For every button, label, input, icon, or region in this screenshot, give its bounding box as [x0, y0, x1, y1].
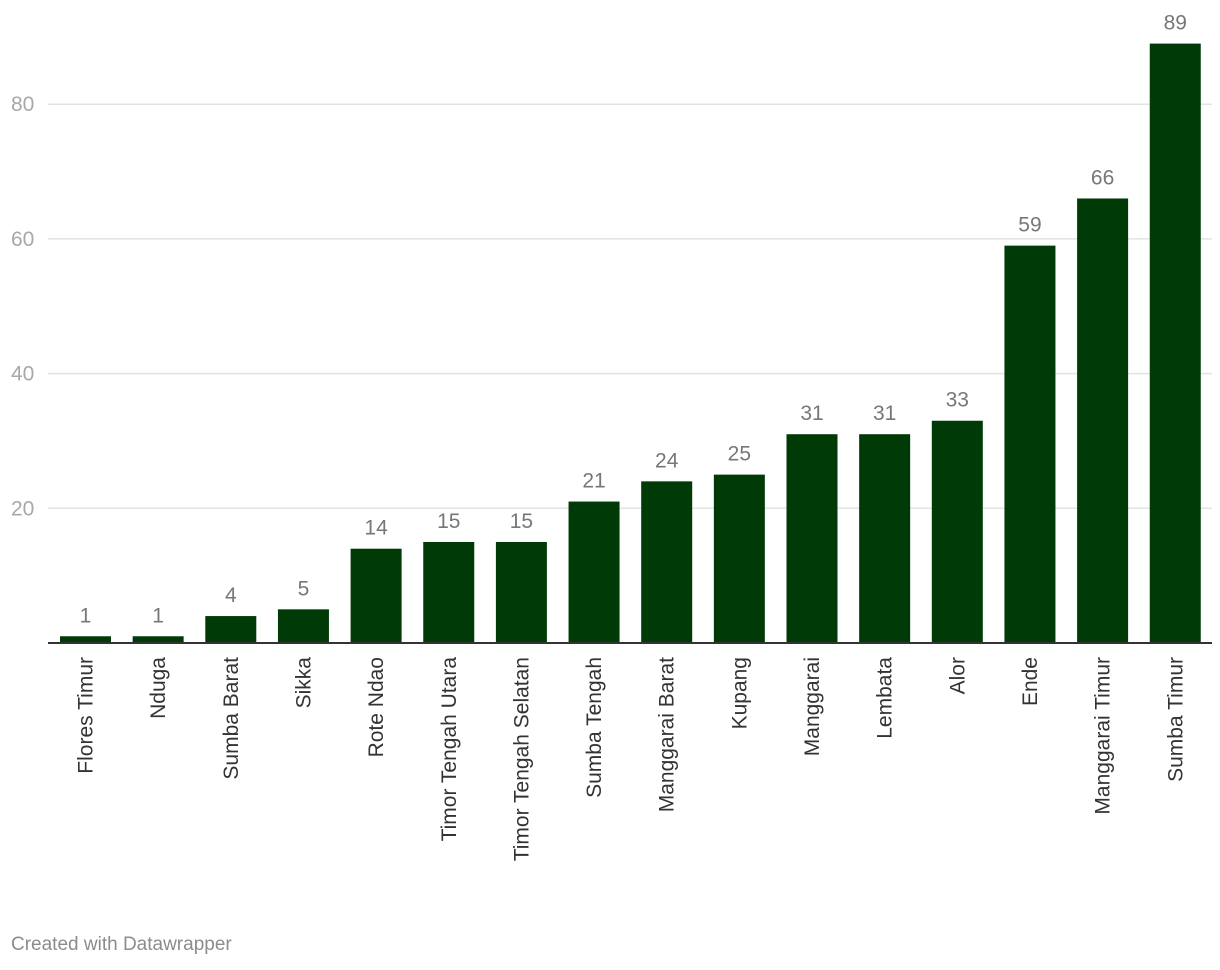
- bar: [1004, 245, 1056, 643]
- category-labels: Flores Timur Nduga Sumba Barat Sikka Rote Nd…: [75, 657, 1188, 862]
- category-label: Manggarai Timur: [1092, 657, 1115, 815]
- category-label: Rote Ndao: [365, 657, 388, 757]
- category-label: Kupang: [728, 657, 751, 729]
- bar: [1077, 198, 1129, 644]
- value-label: 31: [873, 402, 896, 425]
- bar: [60, 636, 111, 643]
- credit-text: Created with Datawrapper: [11, 934, 232, 955]
- y-tick-label: 20: [11, 497, 34, 520]
- category-label: Manggarai: [801, 657, 824, 756]
- value-label: 59: [1018, 214, 1041, 237]
- y-tick-label: 60: [11, 228, 34, 251]
- category-label: Sumba Barat: [220, 657, 243, 780]
- bar: [786, 434, 838, 643]
- category-label: Sumba Timur: [1164, 657, 1187, 782]
- bar: [931, 420, 983, 643]
- value-label: 31: [800, 402, 823, 425]
- value-label: 66: [1091, 166, 1114, 189]
- category-label: Sikka: [292, 657, 315, 709]
- bar: [1149, 43, 1201, 643]
- category-label: Ende: [1019, 657, 1042, 706]
- category-label: Sumba Tengah: [583, 657, 606, 798]
- value-label: 1: [152, 604, 164, 627]
- bars: [60, 43, 1201, 644]
- category-label: Flores Timur: [75, 657, 98, 774]
- y-tick-label: 40: [11, 363, 34, 386]
- category-label: Alor: [946, 657, 969, 694]
- category-label: Manggarai Barat: [656, 657, 679, 812]
- category-label: Timor Tengah Utara: [438, 657, 461, 842]
- category-label: Lembata: [874, 657, 897, 739]
- bar: [277, 609, 329, 643]
- value-label: 5: [298, 577, 310, 600]
- value-label: 1: [80, 604, 92, 627]
- bar: [859, 434, 911, 643]
- value-label: 24: [655, 449, 679, 472]
- y-tick-label: 80: [11, 93, 34, 116]
- bar: [205, 616, 257, 643]
- category-label: Timor Tengah Selatan: [510, 657, 533, 861]
- value-label: 4: [225, 584, 237, 607]
- value-label: 25: [728, 443, 751, 466]
- value-label: 33: [946, 389, 969, 412]
- bar: [641, 481, 693, 643]
- value-label: 14: [364, 517, 388, 540]
- bar: [350, 548, 402, 643]
- bar: [495, 541, 547, 643]
- bar: [132, 636, 184, 643]
- bar: [423, 541, 475, 643]
- category-label: Nduga: [147, 657, 170, 719]
- value-label: 15: [510, 510, 533, 533]
- value-label: 21: [582, 470, 605, 493]
- value-label: 89: [1164, 12, 1187, 35]
- bar: [568, 501, 620, 643]
- value-label: 15: [437, 510, 460, 533]
- bar: [713, 474, 765, 643]
